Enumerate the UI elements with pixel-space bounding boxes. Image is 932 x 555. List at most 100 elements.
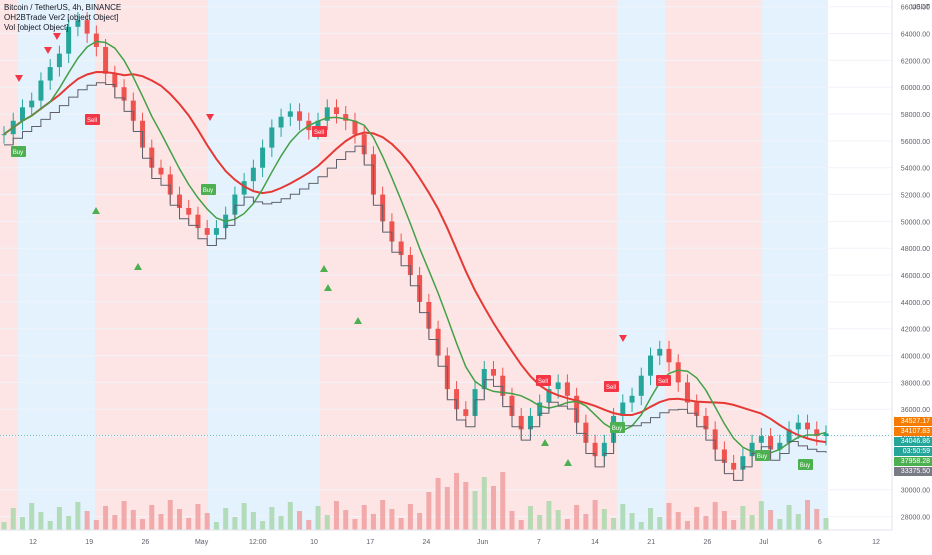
background-zone	[95, 0, 208, 530]
buy-signal-label: Buy	[800, 463, 810, 469]
background-zone	[762, 0, 828, 530]
candle	[527, 415, 533, 430]
x-tick-label: Jun	[477, 539, 488, 546]
candle	[250, 167, 256, 182]
x-tick-label: 26	[704, 539, 712, 546]
candle	[56, 53, 62, 68]
time-axis	[0, 530, 932, 550]
candle	[564, 382, 570, 396]
volume-bar	[149, 505, 155, 530]
volume-bar	[657, 517, 663, 530]
volume-bar	[481, 477, 487, 530]
volume-bar	[66, 516, 72, 530]
x-tick-label: 19	[85, 539, 93, 546]
buy-signal[interactable]	[798, 459, 813, 470]
volume-bar	[167, 500, 173, 530]
volume-bar	[463, 482, 469, 530]
volume-bar	[93, 520, 99, 530]
y-tick-label: 62000.00	[901, 58, 930, 65]
volume-bar	[223, 508, 229, 530]
candle	[112, 73, 118, 88]
background-zone	[0, 0, 18, 530]
volume-bar	[176, 509, 182, 530]
volume-bar	[740, 506, 746, 530]
y-tick-label: 40000.00	[901, 354, 930, 361]
volume-bar	[795, 514, 801, 530]
volume-bar	[731, 520, 737, 530]
candle	[638, 375, 644, 396]
volume-bar	[749, 515, 755, 530]
moving-average-green	[3, 40, 827, 454]
up-arrow-icon	[564, 459, 572, 466]
volume-bar	[324, 515, 330, 530]
volume-bar	[527, 506, 533, 530]
x-tick-label: 6	[818, 539, 822, 546]
volume-bar	[426, 492, 432, 530]
candle	[675, 362, 681, 383]
y-tick-label: 48000.00	[901, 246, 930, 253]
volume-bar	[491, 486, 497, 530]
volume-bar	[500, 472, 506, 530]
buy-signal[interactable]	[755, 450, 770, 461]
volume-bar	[130, 510, 136, 530]
x-tick-label: 12	[29, 539, 37, 546]
buy-signal-label: Buy	[612, 426, 622, 432]
sell-signal-label: Sell	[538, 379, 548, 385]
volume-bar	[38, 512, 44, 530]
sell-signal-label: Sell	[606, 385, 616, 391]
volume-bar	[805, 500, 811, 530]
buy-signal[interactable]	[11, 146, 26, 157]
buy-signal-label: Buy	[757, 454, 767, 460]
volume-bar	[454, 473, 460, 530]
candle	[389, 221, 395, 242]
candle	[1, 134, 7, 136]
sell-signal[interactable]	[312, 126, 327, 137]
volume-bar	[444, 487, 450, 530]
candle	[805, 422, 811, 430]
candle	[103, 46, 109, 74]
candle	[721, 449, 727, 463]
candle	[232, 194, 238, 215]
candle	[167, 174, 173, 195]
buy-signal[interactable]	[610, 422, 625, 433]
y-tick-label: 50000.00	[901, 219, 930, 226]
x-tick-label: 24	[423, 539, 431, 546]
candle	[195, 214, 201, 229]
candle	[592, 442, 598, 457]
candle	[149, 147, 155, 168]
volume-bar	[380, 500, 386, 530]
x-tick-label: May	[195, 539, 209, 546]
candle	[333, 107, 339, 115]
sell-signal[interactable]	[85, 114, 100, 125]
volume-bar	[47, 521, 53, 530]
volume-bar	[343, 510, 349, 530]
candle	[186, 207, 192, 215]
volume-bar	[768, 510, 774, 530]
volume-bar	[712, 502, 718, 530]
background-zone	[665, 0, 762, 530]
candle	[38, 80, 44, 101]
buy-signal[interactable]	[201, 184, 216, 195]
sell-signal[interactable]	[604, 381, 619, 392]
price-tag: 34046.86	[894, 437, 932, 446]
volume-bar	[333, 501, 339, 530]
volume-bar	[186, 518, 192, 530]
candle	[84, 20, 90, 34]
sell-signal[interactable]	[536, 375, 551, 386]
volume-bar	[389, 509, 395, 530]
candle	[491, 368, 497, 376]
x-tick-label: 7	[537, 539, 541, 546]
candle	[666, 348, 672, 363]
buy-signal-label: Buy	[203, 188, 213, 194]
candle	[768, 436, 774, 450]
sell-signal[interactable]	[656, 375, 671, 386]
candle	[130, 100, 136, 121]
volume-bar	[269, 507, 275, 530]
sell-signal-label: Sell	[87, 118, 97, 124]
volume-bar	[703, 516, 709, 530]
volume-bar	[611, 518, 617, 530]
down-arrow-icon	[15, 75, 23, 82]
candle	[287, 111, 293, 117]
